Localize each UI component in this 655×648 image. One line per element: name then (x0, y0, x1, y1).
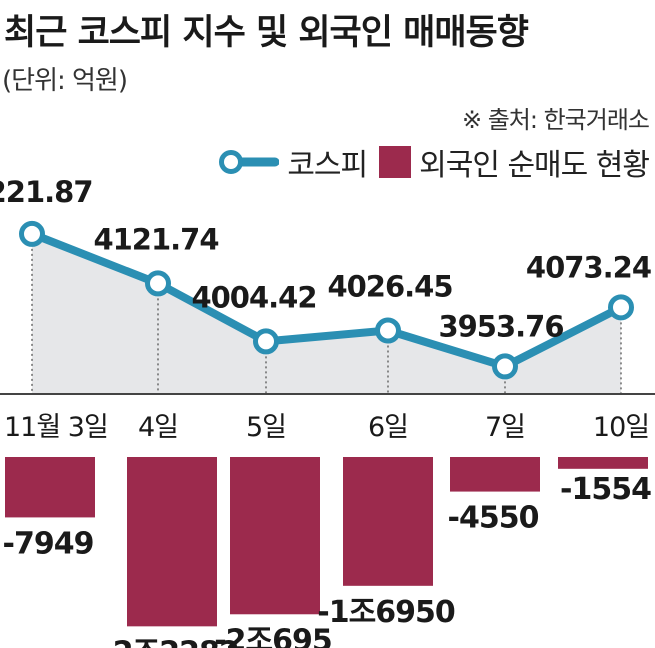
kospi-point (492, 353, 518, 380)
kospi-point (375, 317, 401, 344)
unit-label: (단위: 억원) (2, 66, 128, 96)
kospi-value-label: 4026.45 (327, 269, 452, 303)
legend-item-foreign: 외국인 순매도 현황 (379, 140, 650, 184)
foreign-bar (558, 457, 648, 469)
kospi-value-label: 4004.42 (191, 280, 316, 314)
legend-label-kospi: 코스피 (287, 148, 368, 183)
foreign-value-label: -1조6950 (317, 595, 455, 630)
kospi-value-label: 3953.76 (438, 309, 563, 343)
kospi-value-label: 4073.24 (526, 250, 651, 284)
x-tick-label: 11월 3일 (4, 412, 108, 443)
foreign-bar (5, 457, 95, 518)
legend-item-kospi: 코스피 (217, 140, 368, 184)
kospi-value-label: 4221.87 (0, 175, 93, 209)
legend: 코스피 외국인 순매도 현황 (217, 140, 650, 184)
foreign-value-label: -2조2282 (101, 635, 238, 648)
foreign-value-label: -1554 (560, 472, 651, 507)
line-area-fill (32, 233, 621, 393)
kospi-point (145, 270, 171, 297)
kospi-value-label: 4121.74 (93, 222, 218, 256)
foreign-value-label: -7949 (3, 526, 94, 561)
x-tick-label: 4일 (138, 412, 178, 443)
chart-title: 최근 코스피 지수 및 외국인 매매동향 (4, 13, 529, 53)
kospi-point (608, 294, 634, 321)
foreign-value-label: -2조695 (214, 623, 332, 648)
foreign-bar (450, 457, 540, 492)
foreign-value-label: -4550 (448, 501, 539, 536)
x-tick-label: 10일 (593, 412, 649, 443)
kospi-point (253, 328, 279, 355)
kospi-point (19, 220, 45, 247)
foreign-bar (230, 457, 320, 615)
line-marker-icon (219, 150, 280, 174)
x-tick-label: 7일 (485, 412, 525, 443)
bar-swatch-icon (379, 146, 412, 178)
x-tick-label: 5일 (246, 412, 286, 443)
source-note: ※ 출처: 한국거래소 (461, 106, 650, 134)
x-tick-label: 6일 (368, 412, 408, 443)
kospi-line (28, 229, 625, 371)
foreign-bar (343, 457, 433, 586)
legend-label-foreign: 외국인 순매도 현황 (419, 148, 650, 183)
foreign-bar (127, 457, 217, 627)
